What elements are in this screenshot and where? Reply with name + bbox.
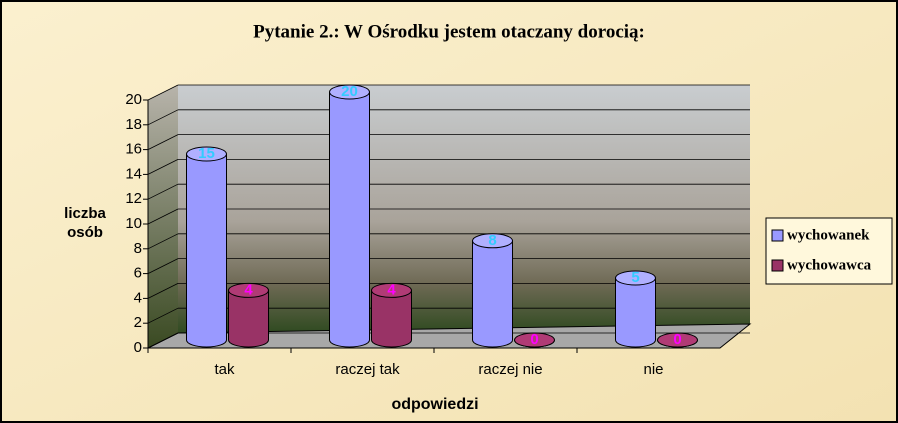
y-tick-label: 2 [134,314,142,331]
cylinder [187,154,227,347]
data-label: 8 [488,232,496,249]
x-axis-label: odpowiedzi [391,396,478,413]
data-label: 0 [530,331,538,348]
y-tick-label: 18 [125,116,142,133]
cylinder [330,92,370,347]
y-tick-label: 12 [125,190,142,207]
y-tick-label: 10 [125,215,142,232]
data-label: 5 [631,269,639,286]
cylinder [473,241,513,347]
data-label: 20 [341,83,358,100]
cylinder [616,278,656,347]
cylinder [372,290,412,347]
chart-frame: Pytanie 2.: W Ośrodku jestem otaczany do… [0,0,898,423]
y-tick-label: 8 [134,240,142,257]
chart: Pytanie 2.: W Ośrodku jestem otaczany do… [0,0,898,423]
data-label: 4 [387,281,396,298]
data-label: 15 [198,145,215,162]
y-axis-label: liczba osób [50,204,120,242]
cylinder [229,290,269,347]
y-tick-label: 16 [125,141,142,158]
y-tick-label: 6 [134,265,142,282]
x-tick-label: raczej tak [335,361,400,378]
y-tick-label: 0 [134,339,142,356]
legend-swatch [772,230,783,241]
x-tick-label: raczej nie [478,361,542,378]
chart-title: Pytanie 2.: W Ośrodku jestem otaczany do… [253,21,645,42]
data-label: 4 [244,281,253,298]
data-label: 0 [673,331,681,348]
legend-label: wychowawca [787,257,872,273]
x-tick-label: tak [214,361,235,378]
legend-label: wychowanek [787,227,870,243]
x-tick-label: nie [643,361,663,378]
y-tick-label: 20 [125,91,142,108]
y-tick-label: 4 [134,289,142,306]
y-tick-label: 14 [125,165,142,182]
legend-swatch [772,260,783,271]
